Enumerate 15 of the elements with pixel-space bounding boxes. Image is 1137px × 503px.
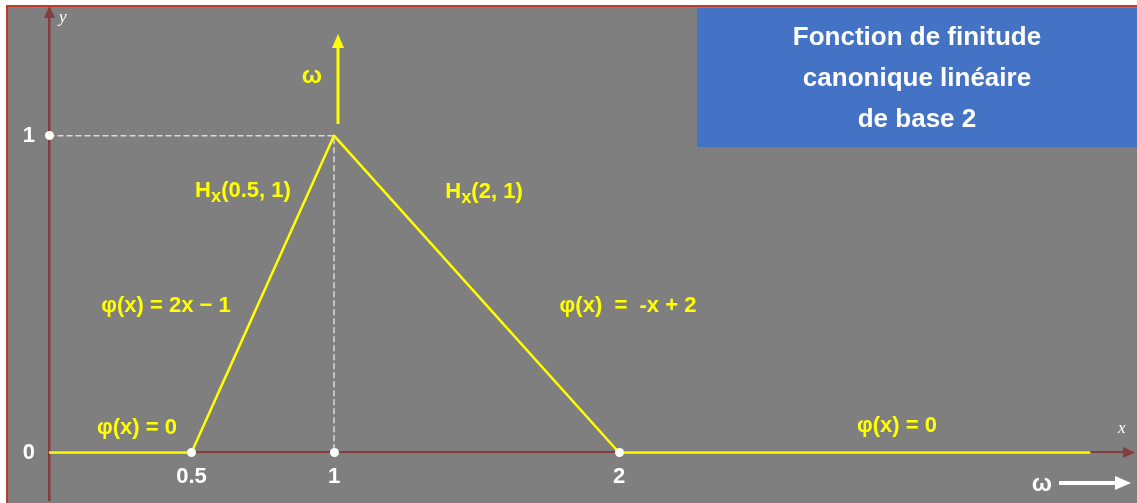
y-axis-title: y xyxy=(59,7,67,27)
annotation: φ(x) = 0 xyxy=(97,414,177,440)
x-tick-label: 1 xyxy=(327,462,341,488)
annotation: φ(x) = 2x − 1 xyxy=(101,292,231,318)
annotation: H$_{x}$(0.5, 1) xyxy=(195,176,291,208)
annotation: φ(x) = -x + 2 xyxy=(559,292,697,318)
annotation: ω xyxy=(301,61,323,89)
x-tick-label: 2 xyxy=(612,462,626,488)
x-axis-title: x xyxy=(1118,418,1126,439)
y-tick-label: 0 xyxy=(22,438,35,464)
text: Fonction de finitude canonique linéaire de base 2 xyxy=(791,20,1043,135)
x-tick-label: 0.5 xyxy=(176,462,207,488)
annotation: φ(x) = 0 xyxy=(857,412,937,438)
annotation: H$_{x}$(2, 1) xyxy=(445,177,523,209)
annotation: ω xyxy=(1031,469,1053,497)
